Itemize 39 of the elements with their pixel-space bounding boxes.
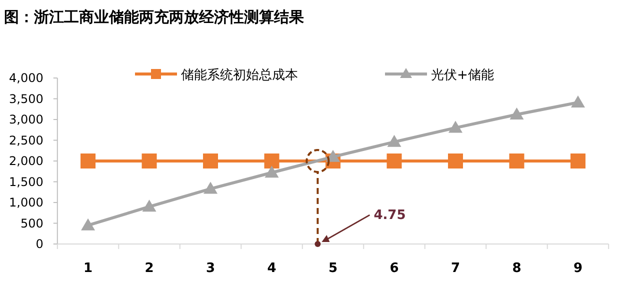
y-tick-label: 0 [36, 237, 44, 251]
legend-label: 光伏+储能 [431, 68, 494, 83]
point [264, 154, 280, 168]
y-tick-label: 2,000 [9, 154, 44, 168]
point [509, 154, 524, 168]
annotation: 4.75 [374, 208, 406, 223]
point [264, 166, 279, 178]
x-tick-label: 4 [267, 261, 276, 276]
x-tick-label: 6 [390, 261, 399, 276]
y-tick-label: 3,500 [9, 92, 44, 106]
y-tick-label: 4,000 [9, 71, 44, 85]
point [386, 154, 402, 168]
point [204, 182, 218, 194]
point [326, 150, 340, 162]
y-tick-label: 3,000 [9, 112, 44, 126]
x-tick-label: 2 [144, 261, 154, 276]
y-tick-label: 2,500 [9, 133, 44, 148]
x-tick-label: 8 [512, 261, 522, 276]
point [570, 154, 586, 168]
x-tick-label: 1 [84, 261, 93, 276]
x-tick-label: 9 [573, 261, 582, 276]
x-tick-label: 7 [450, 261, 460, 276]
point [142, 154, 157, 168]
y-tick-label: 1,000 [9, 196, 44, 210]
point [570, 95, 585, 108]
x-tick-label: 5 [328, 261, 338, 276]
point [81, 218, 96, 230]
x-tick-label: 3 [206, 261, 216, 276]
point [80, 154, 96, 168]
y-tick-label: 500 [20, 216, 44, 230]
point [448, 120, 462, 133]
point [510, 108, 524, 120]
point [203, 154, 218, 168]
y-tick-label: 1,500 [9, 174, 44, 189]
legend-label: 储能系统初始总成本 [181, 68, 298, 83]
chart-title: 图：浙江工商业储能两充两放经济性测算结果 [4, 8, 305, 26]
point [387, 134, 402, 147]
point [448, 154, 463, 168]
point [142, 200, 156, 212]
